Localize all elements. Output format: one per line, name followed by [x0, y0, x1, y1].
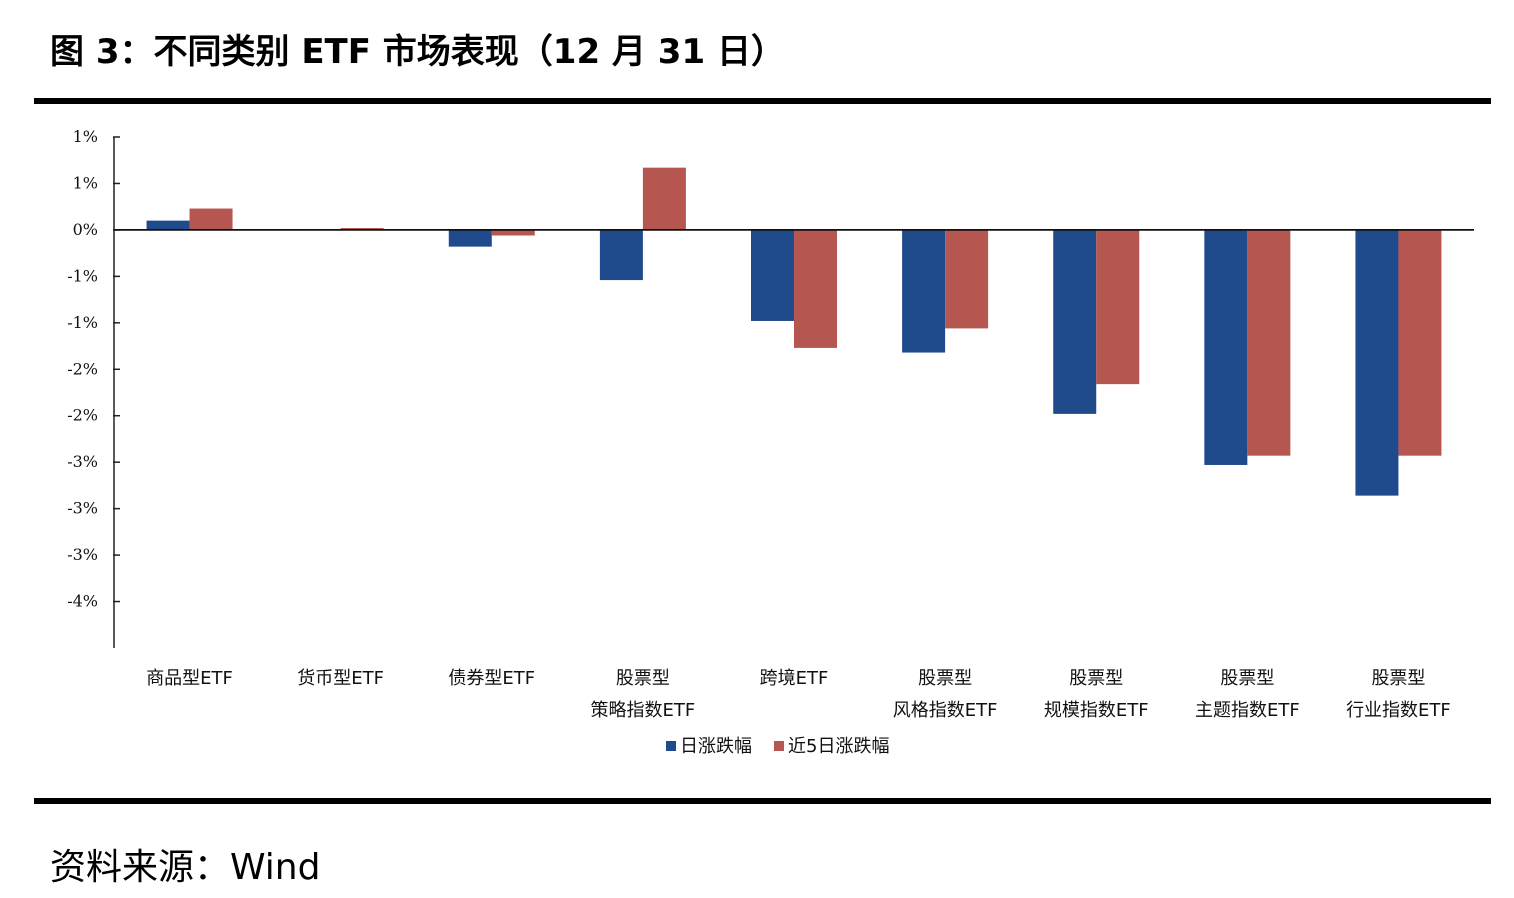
category-label-2: 货币型ETF — [297, 668, 384, 689]
category-label-4-line1: 股票型 — [616, 668, 670, 689]
category-label-1: 商品型ETF — [146, 668, 233, 689]
category-label-8-line1: 股票型 — [1220, 668, 1274, 689]
legend-swatch-2 — [774, 741, 784, 751]
y-tick-label-8: -3% — [67, 452, 98, 471]
y-tick-label-1: 1% — [73, 127, 98, 146]
category-label-7-line1: 股票型 — [1069, 668, 1123, 689]
category-label-4-line2: 策略指数ETF — [591, 700, 696, 721]
y-tick-label-6: -2% — [67, 359, 98, 378]
bar-s1-4 — [599, 229, 643, 281]
y-tick-label-5: -1% — [67, 313, 98, 332]
category-label-6-line2: 风格指数ETF — [893, 700, 998, 721]
bar-s1-9 — [1355, 229, 1399, 496]
y-tick-label-3: 0% — [73, 220, 98, 239]
y-tick-label-2: 1% — [73, 173, 98, 192]
category-label-5: 跨境ETF — [760, 668, 829, 689]
y-tick-label-10: -3% — [67, 545, 98, 564]
category-label-9-line1: 股票型 — [1371, 668, 1425, 689]
bar-s2-2 — [340, 228, 384, 230]
bar-s1-1 — [146, 220, 190, 230]
legend-label-1: 日涨跌幅 — [680, 736, 752, 757]
y-tick-label-4: -1% — [67, 266, 98, 285]
y-tick-label-9: -3% — [67, 499, 98, 518]
bar-s2-7 — [1096, 229, 1140, 385]
category-label-3: 债券型ETF — [448, 668, 535, 689]
bar-s1-7 — [1053, 229, 1097, 414]
source-note: 资料来源：Wind — [50, 847, 321, 888]
bar-s1-6 — [902, 229, 946, 353]
bar-s2-8 — [1247, 229, 1291, 456]
bar-s2-6 — [945, 229, 989, 329]
top-rule — [34, 98, 1491, 104]
category-label-9-line2: 行业指数ETF — [1346, 700, 1451, 721]
bar-s2-9 — [1398, 229, 1442, 456]
chart-title: 图 3：不同类别 ETF 市场表现（12 月 31 日） — [50, 32, 785, 72]
category-label-6-line1: 股票型 — [918, 668, 972, 689]
y-tick-label-7: -2% — [67, 406, 98, 425]
bar-s2-5 — [794, 229, 837, 348]
category-label-8-line2: 主题指数ETF — [1195, 700, 1300, 721]
bar-s1-5 — [751, 229, 794, 321]
legend-swatch-1 — [666, 741, 676, 751]
bar-s1-8 — [1204, 229, 1248, 465]
bar-s2-1 — [189, 208, 233, 230]
bottom-rule — [34, 798, 1491, 804]
bar-s2-4 — [642, 167, 686, 230]
bar-s1-3 — [448, 229, 492, 247]
legend-label-2: 近5日涨跌幅 — [788, 736, 889, 757]
category-label-7-line2: 规模指数ETF — [1044, 700, 1149, 721]
y-tick-label-11: -4% — [67, 592, 98, 611]
bar-s2-3 — [491, 229, 535, 236]
